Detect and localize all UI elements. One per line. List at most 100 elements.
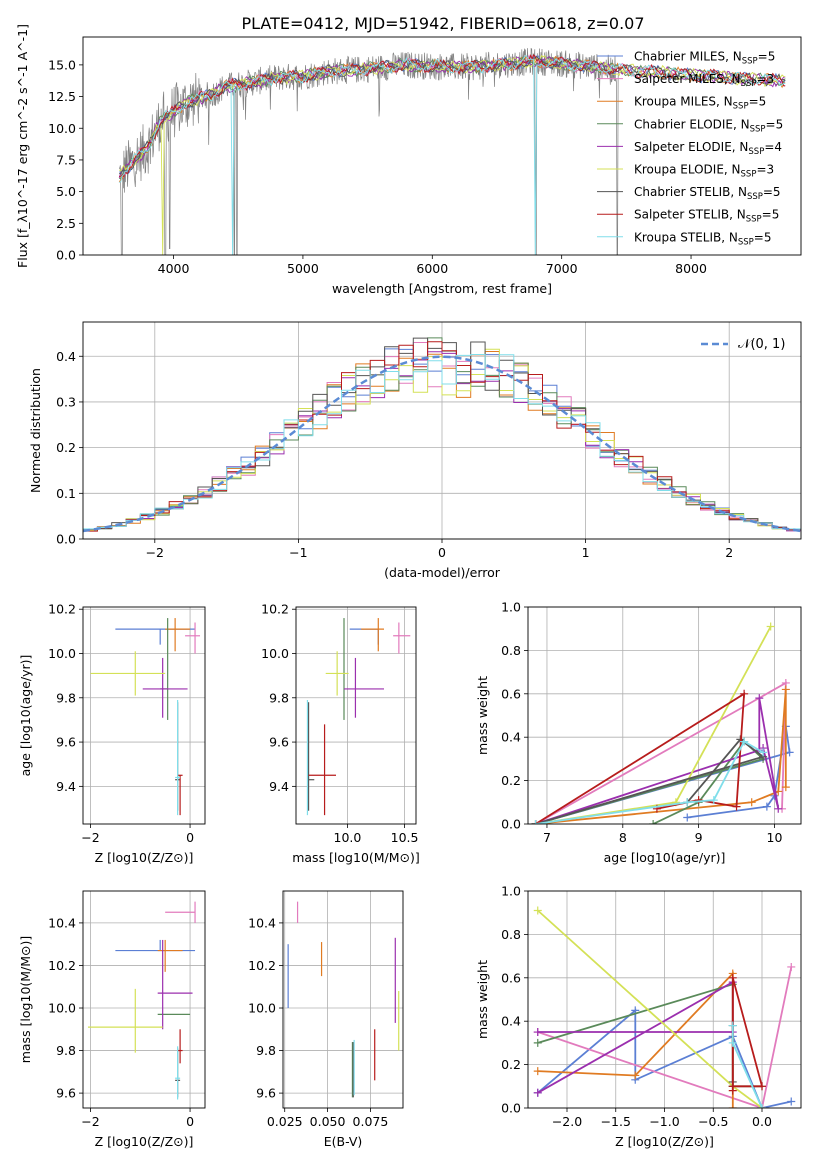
x-tick-label: −1.5 bbox=[601, 1114, 631, 1129]
weight-series bbox=[531, 622, 794, 824]
x-tick-label: −2.0 bbox=[552, 1114, 582, 1129]
errorbar-series bbox=[90, 618, 201, 816]
weight-line bbox=[537, 966, 793, 1108]
y-tick-label: 15.0 bbox=[48, 57, 76, 72]
weight-marker bbox=[774, 804, 783, 813]
y-tick-label: 9.6 bbox=[256, 1086, 276, 1101]
weight-marker bbox=[683, 798, 692, 807]
legend-label: Chabrier MILES, NSSP=5 bbox=[634, 50, 775, 67]
weight-marker bbox=[533, 1088, 542, 1097]
y-axis-label: Normed distribution bbox=[28, 368, 43, 493]
x-axis-label: wavelength [Angstrom, rest frame] bbox=[332, 281, 552, 296]
x-tick-label: −0.5 bbox=[698, 1114, 728, 1129]
x-tick-label: 9 bbox=[695, 830, 703, 845]
y-tick-label: 10.2 bbox=[248, 958, 276, 973]
weight-marker bbox=[758, 1082, 766, 1091]
y-tick-label: 10.4 bbox=[248, 915, 276, 930]
y-tick-label: 10.0 bbox=[261, 646, 289, 661]
y-tick-label: 0.2 bbox=[501, 773, 521, 788]
y-tick-label: 10.4 bbox=[48, 915, 76, 930]
weight-marker bbox=[683, 813, 692, 822]
gaussian-curve bbox=[83, 355, 801, 533]
x-tick-label: 4000 bbox=[158, 261, 190, 276]
x-tick-label: 2 bbox=[725, 545, 733, 560]
y-tick-label: 10.2 bbox=[48, 602, 76, 617]
x-axis-label: age [log10(age/yr)] bbox=[604, 850, 726, 865]
axes-frame bbox=[295, 606, 417, 825]
x-axis-label: mass [log10(M/M⊙)] bbox=[292, 850, 420, 865]
weight-marker bbox=[755, 694, 764, 703]
text-layer: 4000 5000 6000 7000 80000.02.55.07.510.012.5… bbox=[15, 24, 785, 1149]
histogram-series bbox=[83, 337, 801, 533]
y-tick-label: 9.8 bbox=[256, 1043, 276, 1058]
y-tick-label: 9.8 bbox=[56, 1043, 76, 1058]
grid-layer bbox=[83, 322, 801, 1109]
weight-marker bbox=[747, 798, 756, 807]
y-tick-label: 5.0 bbox=[56, 184, 76, 199]
legend-label: Kroupa ELODIE, NSSP=3 bbox=[634, 163, 774, 180]
errorbar-series bbox=[87, 901, 196, 1100]
x-tick-label: −1.0 bbox=[649, 1114, 679, 1129]
x-tick-label: 10.0 bbox=[334, 830, 362, 845]
x-tick-label: 0.0 bbox=[752, 1114, 772, 1129]
weight-marker bbox=[762, 802, 771, 811]
weight-marker bbox=[631, 1071, 640, 1080]
y-tick-label: 10.2 bbox=[48, 958, 76, 973]
legend-label: Salpeter ELODIE, NSSP=4 bbox=[634, 140, 782, 157]
y-tick-label: 12.5 bbox=[48, 89, 76, 104]
weight-line bbox=[535, 626, 772, 824]
x-tick-label: 0.025 bbox=[267, 1114, 303, 1129]
axes-frame bbox=[82, 890, 206, 1109]
y-tick-label: 2.5 bbox=[56, 216, 76, 231]
x-tick-label: 0 bbox=[186, 1114, 194, 1129]
y-tick-label: 0.0 bbox=[501, 1101, 521, 1116]
y-tick-label: 10.0 bbox=[48, 646, 76, 661]
y-axis-label: Flux [f_λ10^-17 erg cm^-2 s^-1 A^-1] bbox=[15, 24, 30, 268]
y-tick-label: 0.0 bbox=[501, 817, 521, 832]
errorbar-series bbox=[287, 901, 400, 1098]
weight-marker bbox=[728, 1021, 737, 1030]
y-tick-label: 0.8 bbox=[501, 927, 521, 942]
legend-label: Salpeter MILES, NSSP=3 bbox=[634, 72, 774, 89]
weight-line bbox=[535, 692, 746, 824]
y-tick-label: 0.4 bbox=[501, 1014, 521, 1029]
weight-marker bbox=[709, 796, 718, 805]
x-tick-label: 8 bbox=[619, 830, 627, 845]
x-axis-label: E(B-V) bbox=[324, 1134, 363, 1149]
figure-title: PLATE=0412, MJD=51942, FIBERID=0618, z=0… bbox=[241, 14, 644, 33]
y-tick-label: 0.4 bbox=[56, 349, 76, 364]
y-tick-label: 0.2 bbox=[56, 440, 76, 455]
y-tick-label: 10.0 bbox=[48, 1001, 76, 1016]
x-axis-label: (data-model)/error bbox=[384, 565, 501, 580]
model-spectrum-line bbox=[119, 54, 786, 178]
x-tick-label: 0 bbox=[186, 830, 194, 845]
y-tick-label: 0.3 bbox=[56, 394, 76, 409]
y-axis-label: mass weight bbox=[475, 960, 490, 1039]
x-axis-label: Z [log10(Z/Z⊙)] bbox=[615, 1134, 714, 1149]
x-tick-label: 5000 bbox=[287, 261, 319, 276]
axes-frame bbox=[282, 890, 404, 1109]
legend-label: Salpeter STELIB, NSSP=5 bbox=[634, 208, 779, 225]
axes-frame bbox=[527, 606, 802, 825]
axes-frame bbox=[82, 36, 802, 256]
x-tick-label: 7 bbox=[543, 830, 551, 845]
y-tick-label: 0.6 bbox=[501, 686, 521, 701]
data-layer bbox=[83, 47, 801, 1108]
weight-marker bbox=[533, 1067, 542, 1076]
x-tick-label: 6000 bbox=[416, 261, 448, 276]
x-tick-label: 0.050 bbox=[310, 1114, 346, 1129]
residual-histogram bbox=[83, 354, 801, 533]
x-tick-label: 8000 bbox=[675, 261, 707, 276]
legend-label: Chabrier STELIB, NSSP=5 bbox=[634, 185, 781, 202]
x-tick-label: 0 bbox=[438, 545, 446, 560]
weight-marker bbox=[781, 783, 790, 792]
weight-marker bbox=[787, 962, 796, 971]
weight-marker bbox=[531, 820, 540, 824]
weight-marker bbox=[781, 685, 790, 694]
weight-marker bbox=[785, 748, 794, 757]
weight-marker bbox=[740, 737, 749, 746]
weight-marker bbox=[732, 802, 741, 811]
y-tick-label: 0.4 bbox=[501, 730, 521, 745]
model-spectrum-line bbox=[118, 54, 786, 255]
weight-marker bbox=[728, 973, 737, 982]
